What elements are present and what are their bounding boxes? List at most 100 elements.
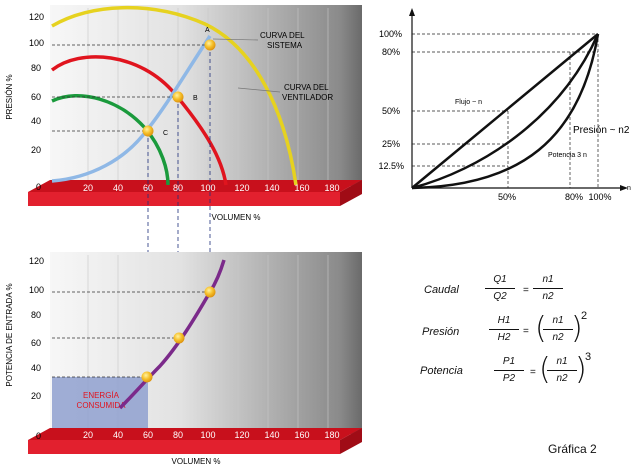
energy-label-line1: ENERGÍA — [83, 391, 120, 400]
top-chart-wall — [50, 5, 340, 180]
law-reference-lines — [412, 33, 599, 188]
top-y-tick: 100 — [29, 38, 44, 48]
formula-potencia-close-paren: ) — [575, 352, 587, 387]
power-point-80 — [173, 332, 185, 344]
top-chart-platform-front — [28, 192, 340, 206]
law-pressure-curve — [411, 33, 600, 190]
point-label-b: B — [193, 95, 198, 102]
top-y-tick: 120 — [29, 12, 44, 22]
law-pressure-label: Presión ~ n2 — [573, 125, 630, 136]
top-y-tick: 0 — [36, 182, 41, 192]
bottom-chart-y-ticks: 0 20 40 60 80 100 120 — [29, 256, 44, 441]
formula-presion-rhs-den: n2 — [552, 332, 564, 343]
bottom-x-tick: 180 — [324, 430, 339, 440]
bottom-chart-platform-side — [340, 428, 362, 454]
bottom-chart-x-ticks: 20 40 60 80 100 120 140 160 180 — [83, 430, 340, 440]
power-curve — [118, 259, 226, 410]
formula-potencia-rhs-den: n2 — [556, 373, 568, 384]
top-x-tick: 40 — [113, 183, 123, 193]
top-y-tick: 40 — [31, 116, 41, 126]
formula-potencia-label: Potencia — [420, 365, 463, 377]
bottom-y-tick: 60 — [31, 338, 41, 348]
bottom-chart-reference-lines — [52, 291, 210, 378]
figure-caption: Gráfica 2 — [548, 442, 597, 456]
bottom-x-tick: 60 — [143, 430, 153, 440]
top-y-tick: 80 — [31, 63, 41, 73]
formula-potencia-lhs-den: P2 — [502, 373, 516, 384]
top-x-tick: 80 — [173, 183, 183, 193]
top-x-tick: 140 — [264, 183, 279, 193]
bottom-chart-grid — [87, 255, 329, 428]
affinity-law-chart: 100% 80% 50% 25% 12.5% 50% 80% 100% n Fl… — [378, 8, 631, 202]
power-point-100 — [204, 286, 216, 298]
fan-curve-label-line2: VENTILADOR — [282, 93, 333, 102]
law-y-arrow — [409, 8, 415, 16]
top-y-tick: 20 — [31, 145, 41, 155]
top-x-tick: 60 — [143, 183, 153, 193]
law-power-curve — [411, 33, 600, 190]
formula-caudal-rhs: n1 n2 — [533, 273, 563, 304]
law-y-tick: 25% — [382, 139, 400, 149]
bottom-x-tick: 80 — [173, 430, 183, 440]
formula-caudal-rhs-den: n2 — [542, 291, 554, 302]
formula-caudal-label: Caudal — [424, 284, 459, 296]
law-y-tick: 50% — [382, 106, 400, 116]
bottom-chart-platform-top — [28, 428, 362, 440]
fan-curve-label-line1: CURVA DEL — [284, 83, 329, 92]
formula-caudal-lhs-den: Q2 — [493, 291, 507, 302]
bottom-chart-side-wall — [340, 252, 362, 440]
law-y-tick: 100% — [379, 29, 402, 39]
formula-presion-rhs: n1 n2 — [543, 314, 573, 345]
law-y-tick: 12.5% — [378, 161, 404, 171]
top-y-tick: 60 — [31, 92, 41, 102]
bottom-x-tick: 120 — [234, 430, 249, 440]
formula-presion-rhs-num: n1 — [543, 314, 573, 330]
bottom-y-tick: 120 — [29, 256, 44, 266]
top-x-tick: 20 — [83, 183, 93, 193]
bottom-chart-ylabel: POTENCIA DE ENTRADA % — [5, 283, 14, 386]
formula-potencia-lhs: P1 P2 — [494, 355, 524, 386]
system-curve-label-line1: CURVA DEL — [260, 31, 305, 40]
top-x-tick: 180 — [324, 183, 339, 193]
formula-potencia-open-paren: ( — [539, 352, 551, 387]
formula-presion-open-paren: ( — [535, 311, 547, 346]
bottom-x-tick: 160 — [294, 430, 309, 440]
operating-point-a — [204, 39, 216, 51]
law-x-tick: 50% — [498, 192, 516, 202]
bottom-y-tick: 40 — [31, 363, 41, 373]
formula-presion-equals: = — [523, 326, 529, 337]
energy-consumed-area — [52, 377, 148, 428]
formula-caudal-lhs-num: Q1 — [485, 273, 515, 289]
top-chart-side-wall — [340, 5, 362, 192]
system-curve-leader — [212, 38, 259, 41]
energy-label-line2: CONSUMIDA — [77, 401, 127, 410]
formula-potencia-rhs: n1 n2 — [547, 355, 577, 386]
law-y-tick: 80% — [382, 47, 400, 57]
formula-presion-lhs: H1 H2 — [489, 314, 519, 345]
top-chart-reference-lines — [52, 44, 208, 132]
bottom-y-tick: 0 — [36, 431, 41, 441]
point-label-c: C — [163, 130, 168, 137]
formula-potencia-lhs-num: P1 — [494, 355, 524, 371]
top-chart: A B C CURVA DEL SISTEMA CURVA DEL VENTIL… — [5, 5, 362, 430]
top-chart-x-ticks: 20 40 60 80 100 120 140 160 180 — [83, 183, 340, 193]
bottom-x-tick: 100 — [200, 430, 215, 440]
law-power-label: Potencia 3 n — [548, 152, 587, 159]
formula-caudal-equals: = — [523, 285, 529, 296]
law-y-ticks: 100% 80% 50% 25% 12.5% — [378, 29, 404, 171]
top-chart-xlabel: VOLUMEN % — [212, 213, 261, 222]
fan-curve-leader — [237, 87, 281, 93]
top-chart-ylabel: PRESIÓN % — [5, 74, 14, 119]
bottom-chart: ENERGÍA CONSUMIDA 0 20 40 60 80 100 120 … — [5, 252, 362, 466]
system-curve-label-line2: SISTEMA — [267, 41, 303, 50]
formula-potencia-equals: = — [530, 367, 536, 378]
bottom-x-tick: 40 — [113, 430, 123, 440]
bottom-x-tick: 20 — [83, 430, 93, 440]
fan-curve-100 — [51, 5, 298, 186]
formula-presion-lhs-num: H1 — [489, 314, 519, 330]
law-x-tick: 80% — [565, 192, 583, 202]
formula-presion-close-paren: ) — [571, 311, 583, 346]
formula-presion-label: Presión — [422, 326, 460, 338]
formula-presion-lhs-den: H2 — [497, 332, 511, 343]
